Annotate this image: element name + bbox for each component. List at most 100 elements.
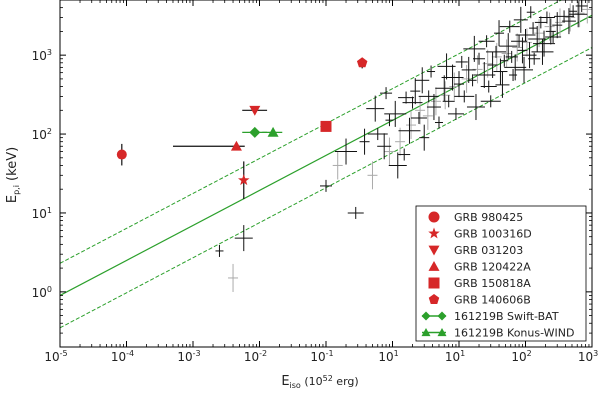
grey-sample-point (430, 87, 441, 116)
sample-point (531, 38, 554, 65)
grey-sample-point (491, 42, 502, 71)
sample-point (398, 91, 415, 104)
sample-point (515, 29, 536, 42)
legend-marker (428, 261, 440, 271)
sample-point (215, 244, 224, 257)
highlight-point-grb-120422a (172, 140, 245, 151)
sample-point (545, 18, 556, 45)
sample-point (480, 95, 501, 108)
highlight-point-161219b-konus-wind (262, 126, 283, 137)
sample-point (513, 6, 528, 33)
sample-point (320, 179, 332, 192)
sample-point (485, 45, 506, 58)
legend-marker (428, 211, 440, 223)
highlight-marker (116, 149, 127, 160)
legend-marker (428, 294, 440, 304)
x-tick-label: 10-1 (310, 349, 333, 364)
grey-sample-point (228, 263, 239, 292)
sample-point (385, 114, 394, 127)
grey-sample-point (554, 8, 565, 37)
highlight-marker (249, 126, 261, 138)
sample-point (435, 75, 454, 102)
legend-label: GRB 120422A (454, 261, 531, 274)
sample-point (480, 80, 497, 93)
highlight-point-grb-980425 (116, 143, 127, 166)
legend-label: GRB 980425 (454, 211, 523, 224)
legend-label: GRB 100316D (454, 228, 532, 241)
grey-sample-point (440, 81, 451, 110)
legend-marker (428, 227, 440, 239)
sample-point (463, 35, 486, 62)
legend-entry: GRB 120422A (428, 261, 531, 274)
sample-point (384, 100, 407, 127)
highlight-point-grb-100316d (238, 161, 250, 200)
sample-point (569, 5, 578, 18)
highlight-marker (320, 120, 332, 132)
sample-point (517, 37, 528, 64)
legend-label: 161219B Swift-BAT (454, 310, 559, 323)
x-tick-label: 10-4 (111, 349, 134, 364)
legend-entry: 161219B Swift-BAT (421, 310, 559, 323)
legend-label: 161219B Konus-WIND (454, 327, 574, 340)
sample-point (528, 26, 547, 53)
sample-point (377, 133, 392, 160)
sample-point (466, 94, 485, 121)
grey-sample-point (574, 0, 585, 28)
legend-label: GRB 140606B (454, 294, 531, 307)
sample-point (561, 8, 576, 35)
sample-point (468, 74, 477, 87)
sample-point (415, 67, 430, 94)
sample-point (398, 148, 411, 161)
highlight-marker (230, 140, 242, 151)
sample-point (434, 116, 443, 129)
sample-point (538, 11, 555, 24)
sample-point (419, 124, 430, 151)
sample-point (410, 111, 427, 124)
legend-marker (437, 311, 447, 321)
highlight-marker (356, 57, 368, 68)
x-tick-label: 101 (378, 349, 398, 364)
sample-point (487, 52, 498, 79)
sample-point (441, 64, 464, 91)
sample-point (478, 35, 495, 48)
sample-point (499, 20, 520, 33)
x-axis-label: Eiso (1052 erg) (281, 374, 358, 390)
legend-marker (437, 328, 447, 337)
grey-sample-point (395, 127, 406, 156)
x-tick-label: 102 (511, 349, 531, 364)
sample-point (402, 96, 423, 109)
sample-point (426, 94, 441, 121)
legend-marker (428, 245, 440, 256)
legend-label: GRB 150818A (454, 277, 531, 290)
y-tick-label: 103 (32, 48, 52, 63)
sample-point (515, 56, 534, 83)
grey-sample-point (367, 161, 378, 190)
sample-point (335, 138, 358, 165)
sample-point (509, 69, 518, 82)
y-tick-label: 101 (32, 206, 52, 221)
grey-sample-point (406, 111, 417, 140)
x-tick-label: 101 (445, 349, 465, 364)
legend-marker (421, 311, 431, 321)
highlight-marker (267, 126, 279, 137)
grey-sample-point (501, 39, 512, 68)
grey-sample-point (565, 3, 576, 32)
sample-point (500, 54, 509, 67)
sample-point (493, 58, 508, 85)
sample-point (380, 87, 393, 100)
legend-entry: GRB 980425 (428, 211, 523, 224)
sample-point (533, 30, 556, 57)
sample-point (499, 33, 518, 60)
legend-entry: GRB 100316D (428, 227, 532, 241)
y-tick-label: 100 (32, 285, 52, 300)
highlight-point-grb-031203 (242, 105, 268, 116)
sample-point (461, 56, 476, 83)
sample-point (398, 117, 421, 144)
sample-point (454, 71, 464, 98)
sample-point (473, 52, 486, 65)
legend-label: GRB 031203 (454, 244, 523, 257)
sample-point (494, 20, 505, 47)
sample-point (447, 107, 464, 120)
